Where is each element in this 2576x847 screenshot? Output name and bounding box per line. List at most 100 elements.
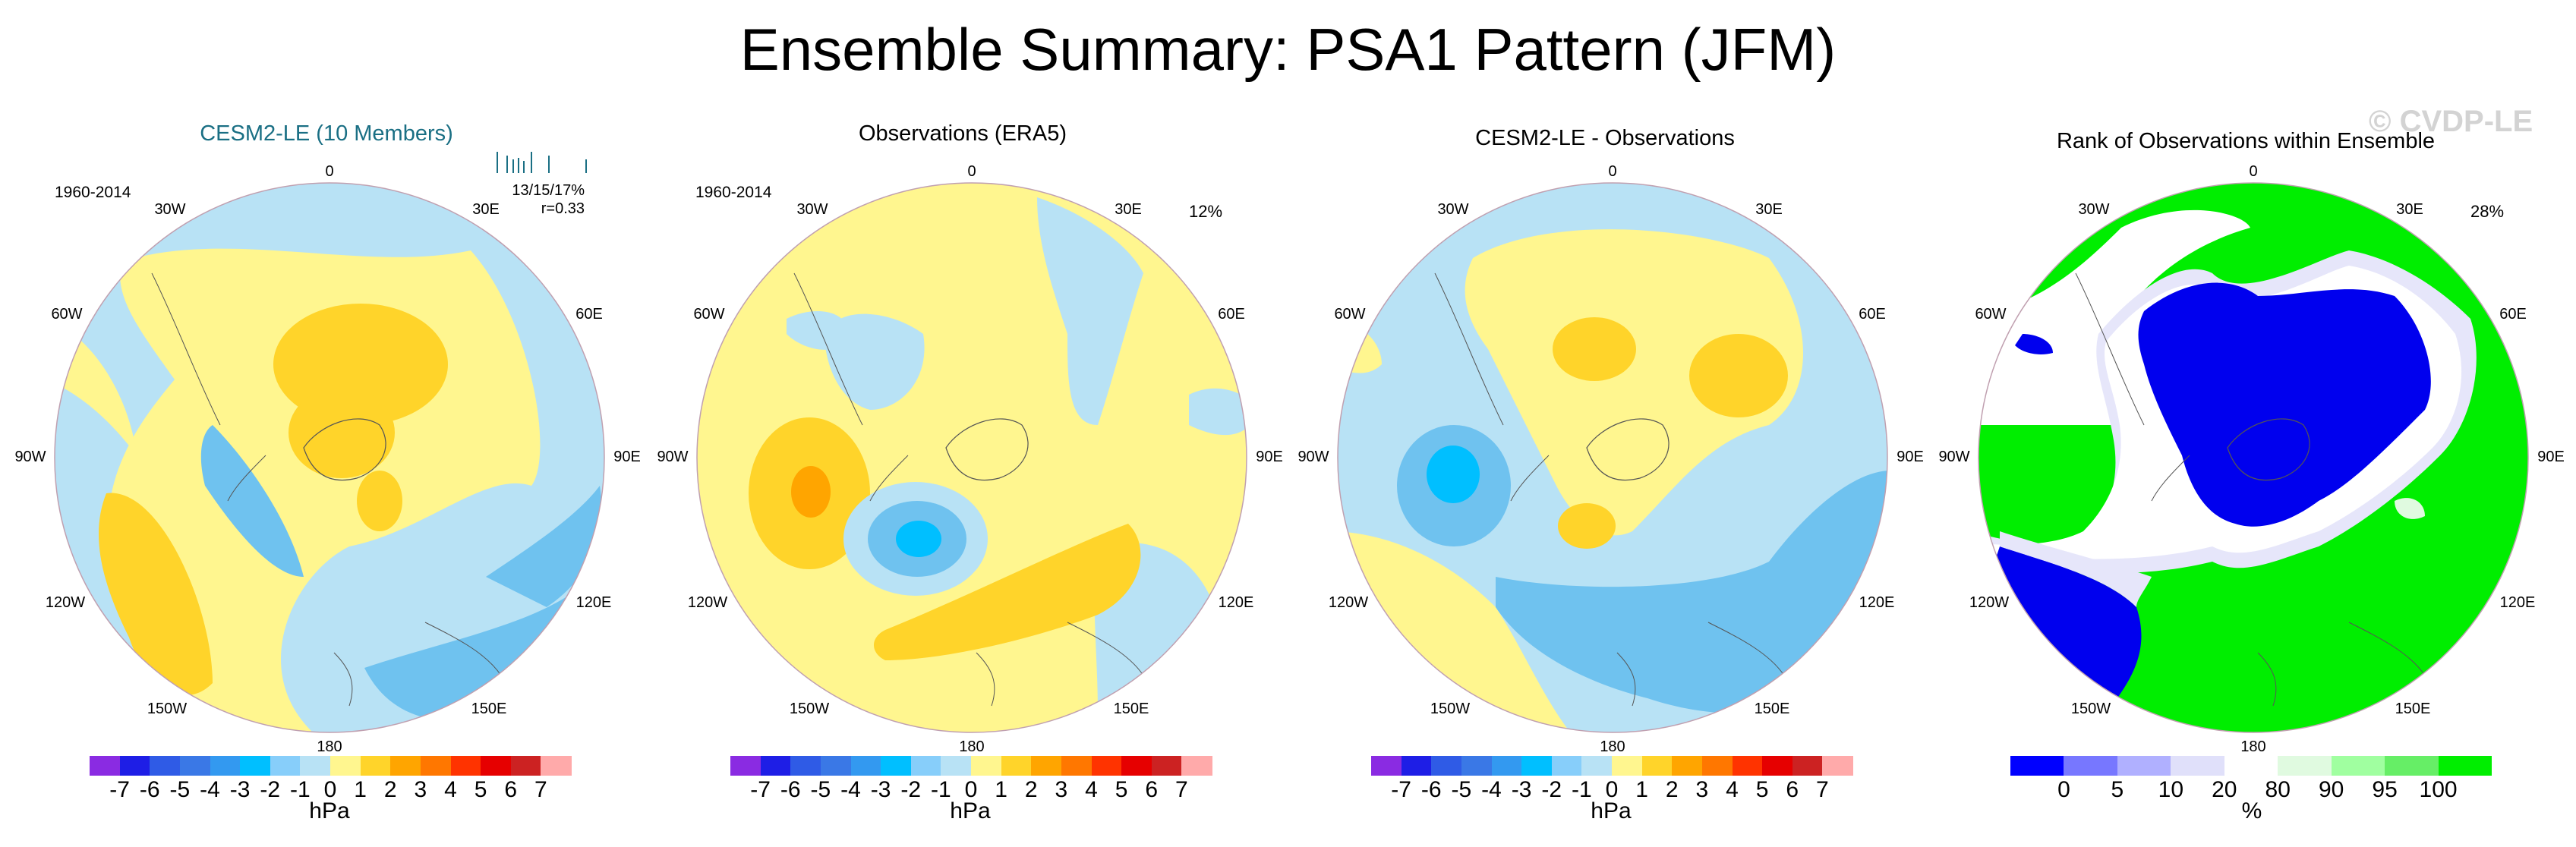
meridian-label: 180: [1600, 738, 1625, 755]
colorbar-cell: [119, 756, 150, 776]
colorbar-cell: [2064, 756, 2118, 776]
colorbar: [730, 756, 1212, 776]
colorbar: [1371, 756, 1853, 776]
colorbar-tick-label: 6: [1145, 777, 1159, 802]
colorbar-cell: [1672, 756, 1703, 776]
main-title: Ensemble Summary: PSA1 Pattern (JFM): [739, 16, 1837, 83]
colorbar-cell: [1701, 756, 1733, 776]
meridian-label: 90W: [14, 449, 46, 465]
colorbar-tick-label: 4: [1085, 777, 1098, 802]
colorbar-tick-label: -3: [870, 777, 891, 802]
colorbar-tick-label: 4: [444, 777, 457, 802]
colorbar-tick-label: -5: [1451, 777, 1472, 802]
colorbar-tick-label: -6: [139, 777, 160, 802]
meridian-label: 90E: [2537, 449, 2565, 465]
colorbar-tick-label: -7: [750, 777, 771, 802]
colorbar-cell: [450, 756, 481, 776]
colorbar-cell: [150, 756, 181, 776]
meridian-label: 60E: [1859, 306, 1886, 323]
colorbar-cell: [790, 756, 821, 776]
meridian-label: 150W: [1430, 701, 1470, 717]
colorbar-cell: [2117, 756, 2171, 776]
colorbar-tick-label: -3: [1511, 777, 1532, 802]
meridian-label: 0: [1608, 163, 1616, 180]
colorbar-tick-label: 1: [354, 777, 367, 802]
colorbar-units: hPa: [309, 798, 350, 823]
colorbar-cell: [2278, 756, 2332, 776]
colorbar-tick-label: 20: [2212, 777, 2237, 802]
colorbar-cell: [210, 756, 241, 776]
meridian-label: 150E: [1114, 701, 1149, 717]
colorbar-cell: [1461, 756, 1492, 776]
panel-title: CESM2-LE (10 Members): [200, 121, 453, 146]
colorbar-tick-label: 1: [1635, 777, 1648, 802]
colorbar-tick-label: 7: [534, 777, 547, 802]
panel-rank: Rank of Observations within Ensemble 28%…: [1924, 0, 2568, 847]
colorbar: [2010, 756, 2492, 776]
colorbar-cell: [2224, 756, 2278, 776]
meridian-label: 180: [317, 738, 342, 755]
colorbar-cell: [730, 756, 761, 776]
colorbar-tick-label: 0: [964, 777, 978, 802]
meridian-label: 120W: [688, 594, 727, 611]
colorbar-tick-label: 2: [383, 777, 397, 802]
colorbar-tick-label: -2: [900, 777, 922, 802]
colorbar-cell: [1822, 756, 1853, 776]
colorbar-tick-label: 5: [474, 777, 487, 802]
colorbar-cell: [1491, 756, 1522, 776]
meridian-label: 180: [959, 738, 984, 755]
colorbar-cell: [90, 756, 121, 776]
colorbar-tick-label: -1: [1572, 777, 1592, 802]
meridian-label: 30E: [1755, 201, 1783, 218]
colorbar-tick-label: 100: [2419, 777, 2458, 802]
colorbar-tick-label: -3: [229, 777, 251, 802]
colorbar-cell: [1001, 756, 1032, 776]
meridian-label: 90W: [657, 449, 688, 465]
colorbar-cell: [1732, 756, 1763, 776]
colorbar-tick-label: 7: [1175, 777, 1188, 802]
panel-cesm2-le: CESM2-LE (10 Members) 1960-2014 13/15/17…: [0, 0, 644, 847]
colorbar-tick-label: 6: [1786, 777, 1799, 802]
colorbar-cell: [850, 756, 881, 776]
meridian-label: 0: [967, 163, 976, 180]
colorbar-cell: [1581, 756, 1613, 776]
colorbar-cell: [1031, 756, 1062, 776]
meridian-label: 150W: [2071, 701, 2111, 717]
colorbar-cell: [360, 756, 391, 776]
percent-label: 12%: [1189, 202, 1223, 221]
colorbar-cell: [240, 756, 271, 776]
colorbar-tick-label: 0: [2057, 777, 2070, 802]
colorbar-cell: [300, 756, 331, 776]
meridian-label: 120E: [1859, 594, 1895, 611]
colorbar-tick-label: 4: [1726, 777, 1739, 802]
colorbar-tick-label: 5: [2111, 777, 2124, 802]
polar-map: 0 30E 60E 90E 120E 150E 180 150W 120W 90…: [1938, 163, 2565, 755]
meridian-label: 30E: [1115, 201, 1142, 218]
colorbar-units: hPa: [1591, 798, 1632, 823]
colorbar-cell: [1401, 756, 1432, 776]
colorbar-tick-label: 0: [1605, 777, 1619, 802]
colorbar-cell: [1521, 756, 1553, 776]
polar-map: 0 30E 60E 90E 120E 150E 180 150W 120W 90…: [14, 163, 640, 755]
colorbar-units: %: [2241, 798, 2262, 823]
colorbar-cell: [1091, 756, 1122, 776]
colorbar-cell: [881, 756, 912, 776]
colorbar-cell: [1151, 756, 1182, 776]
colorbar-tick-label: -2: [1541, 777, 1562, 802]
colorbar-tick-label: -5: [169, 777, 191, 802]
colorbar-cell: [2010, 756, 2064, 776]
colorbar-tick-label: 3: [1055, 777, 1068, 802]
colorbar-tick-label: -1: [290, 777, 311, 802]
colorbar-cell: [390, 756, 421, 776]
colorbar-tick-label: 3: [1695, 777, 1709, 802]
meridian-label: 60W: [1975, 306, 2006, 323]
colorbar-tick-label: -4: [1481, 777, 1502, 802]
colorbar-units: hPa: [950, 798, 991, 823]
meridian-label: 90E: [1897, 449, 1924, 465]
meridian-label: 60E: [575, 306, 603, 323]
colorbar-cell: [760, 756, 791, 776]
meridian-label: 150W: [790, 701, 829, 717]
colorbar-tick-label: 10: [2158, 777, 2184, 802]
meridian-label: 120W: [1969, 594, 2009, 611]
colorbar-tick-label: 80: [2265, 777, 2291, 802]
